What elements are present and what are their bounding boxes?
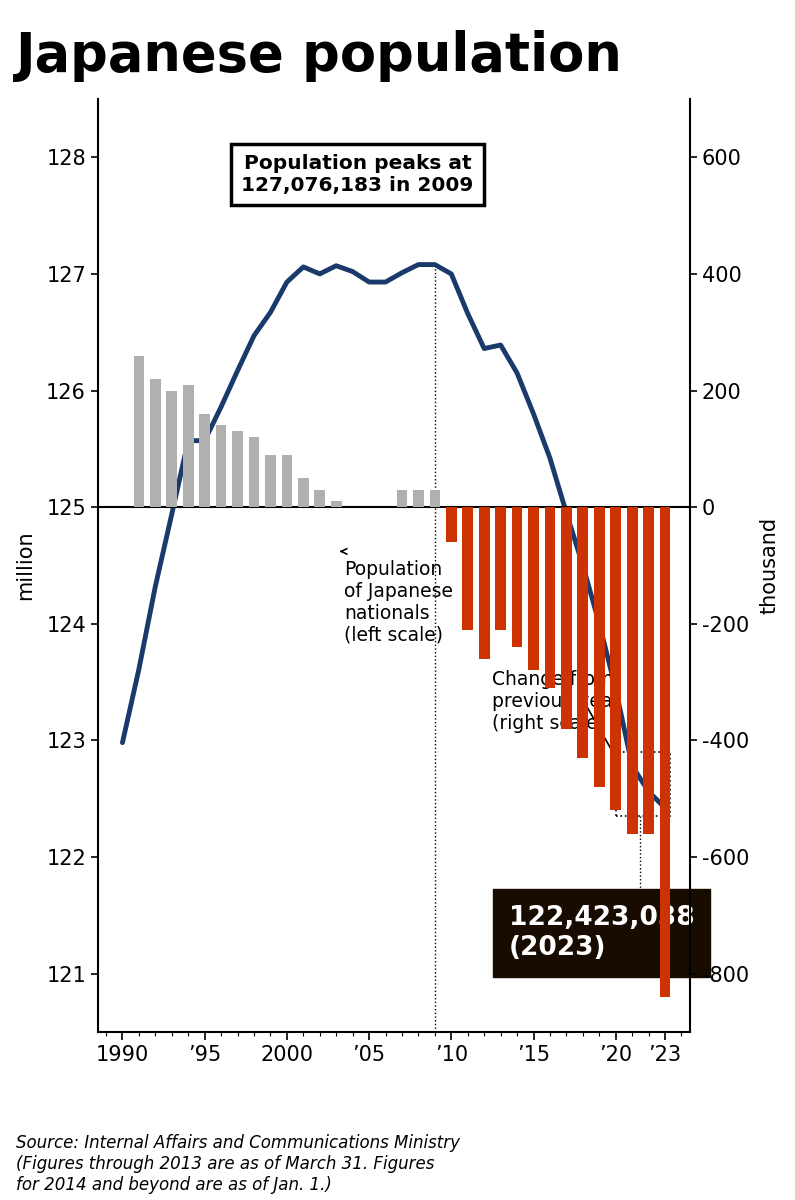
Y-axis label: thousand: thousand xyxy=(760,517,780,614)
Bar xyxy=(134,355,144,508)
Bar xyxy=(577,508,588,757)
Bar xyxy=(594,508,605,787)
Bar xyxy=(463,508,473,630)
Bar xyxy=(314,490,325,508)
Text: Population
of Japanese
nationals
(left scale): Population of Japanese nationals (left s… xyxy=(344,559,453,644)
Bar xyxy=(611,508,621,810)
Bar xyxy=(495,508,506,630)
Text: Change from
previous year
(right scale): Change from previous year (right scale) xyxy=(492,671,621,733)
Bar xyxy=(249,437,259,508)
Bar xyxy=(265,455,276,508)
Bar xyxy=(626,508,638,834)
Bar xyxy=(281,455,293,508)
Text: Japanese population: Japanese population xyxy=(16,30,622,82)
Bar xyxy=(298,478,308,508)
Text: Source: Internal Affairs and Communications Ministry
(Figures through 2013 are a: Source: Internal Affairs and Communicati… xyxy=(16,1134,460,1194)
Text: 122,423,038
(2023): 122,423,038 (2023) xyxy=(509,905,695,961)
Bar xyxy=(215,426,227,508)
Bar xyxy=(512,508,522,647)
Bar xyxy=(561,508,572,728)
Bar xyxy=(232,431,243,508)
Bar xyxy=(331,502,342,508)
Bar xyxy=(397,490,407,508)
Bar xyxy=(615,752,670,816)
Text: Population peaks at
127,076,183 in 2009: Population peaks at 127,076,183 in 2009 xyxy=(242,155,474,196)
Bar xyxy=(660,508,670,997)
Bar xyxy=(643,508,654,834)
Y-axis label: million: million xyxy=(15,530,35,600)
Bar xyxy=(166,390,177,508)
Bar xyxy=(200,414,210,508)
Bar xyxy=(183,385,193,508)
Bar xyxy=(446,508,456,542)
Bar xyxy=(429,490,440,508)
Bar xyxy=(545,508,555,688)
Bar xyxy=(150,379,161,508)
Bar xyxy=(413,490,424,508)
Bar xyxy=(528,508,539,671)
Bar xyxy=(479,508,490,659)
